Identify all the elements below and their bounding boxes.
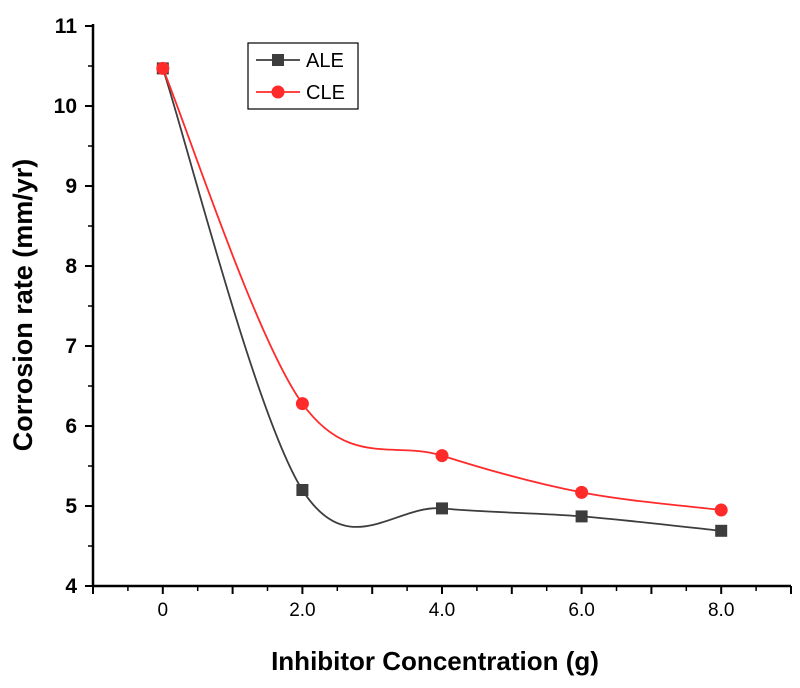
series-line-cle <box>161 68 722 511</box>
data-point-cle <box>714 503 728 517</box>
legend-marker-ale <box>272 54 284 66</box>
legend: ALE CLE <box>247 42 359 110</box>
data-point-ale <box>436 502 448 515</box>
x-tick-label: 4.0 <box>429 600 455 621</box>
y-tick-label: 4 <box>65 575 77 598</box>
y-tick-label: 11 <box>55 15 78 38</box>
y-tick-label: 9 <box>65 175 77 198</box>
y-ticks: 4 5 6 7 8 9 10 11 <box>54 15 93 598</box>
x-tick-label: 0 <box>158 600 169 621</box>
y-tick-label: 7 <box>65 335 77 358</box>
y-tick-label: 6 <box>65 415 77 438</box>
legend-label-ale: ALE <box>306 50 344 72</box>
x-ticks: 0 2.0 4.0 6.0 8.0 <box>92 586 792 621</box>
legend-box <box>247 42 359 110</box>
y-axis-title: Corrosion rate (mm/yr) <box>8 159 38 452</box>
series-line-ale <box>161 68 722 532</box>
legend-marker-cle <box>271 85 285 99</box>
x-tick-label: 2.0 <box>289 600 315 621</box>
x-tick-label: 6.0 <box>568 600 594 621</box>
data-point-cle <box>156 61 170 75</box>
data-point-ale <box>575 510 588 523</box>
series-layer <box>156 61 728 537</box>
x-axis-title: Inhibitor Concentration (g) <box>271 646 599 676</box>
data-point-ale <box>296 484 309 496</box>
data-point-cle <box>295 397 309 411</box>
y-tick-label: 10 <box>54 95 77 118</box>
series-cle <box>156 61 728 517</box>
legend-label-cle: CLE <box>306 82 345 104</box>
data-point-cle <box>575 485 589 499</box>
y-tick-label: 5 <box>65 495 77 518</box>
data-point-cle <box>435 449 449 463</box>
series-ale <box>156 62 728 537</box>
x-tick-label: 8.0 <box>708 600 734 621</box>
y-tick-label: 8 <box>65 255 77 278</box>
data-point-ale <box>715 524 728 537</box>
